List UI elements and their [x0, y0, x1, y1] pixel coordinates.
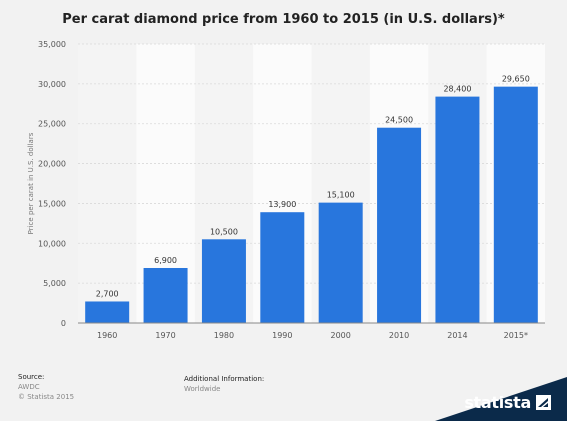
additional-info-label: Additional Information: [184, 375, 265, 383]
bar [435, 96, 480, 324]
bar [85, 301, 130, 323]
bar [318, 202, 363, 323]
data-label: 15,100 [327, 191, 355, 200]
chart-title: Per carat diamond price from 1960 to 201… [62, 12, 505, 27]
y-tick-label: 25,000 [38, 120, 66, 129]
source-label: Source: [18, 373, 45, 381]
x-tick-label: 2000 [331, 331, 351, 340]
additional-info-value: Worldwide [184, 385, 221, 393]
x-tick-label: 1960 [97, 331, 117, 340]
x-tick-label: 1990 [272, 331, 292, 340]
brand-name: statista [464, 393, 531, 412]
additional-info-block: Additional Information: Worldwide [184, 374, 264, 394]
brand-background [435, 377, 567, 421]
y-tick-label: 5,000 [43, 279, 66, 288]
y-axis-label: Price per carat in U.S. dollars [27, 132, 35, 234]
data-label: 29,650 [502, 75, 530, 84]
source-block: Source: AWDC © Statista 2015 [18, 372, 74, 402]
data-label: 6,900 [154, 256, 177, 265]
x-tick-label: 1980 [214, 331, 234, 340]
y-tick-label: 10,000 [38, 239, 66, 248]
bar [260, 212, 305, 323]
source-value: AWDC [18, 383, 40, 391]
x-tick-label: 2010 [389, 331, 409, 340]
statista-brand[interactable]: statista [387, 377, 567, 421]
y-tick-label: 0 [61, 319, 66, 328]
data-label: 10,500 [210, 227, 238, 236]
bar [143, 267, 188, 323]
data-label: 28,400 [443, 85, 471, 94]
data-label: 13,900 [268, 200, 296, 209]
x-tick-label: 1970 [155, 331, 175, 340]
y-tick-label: 20,000 [38, 160, 66, 169]
bar [377, 127, 422, 323]
y-tick-label: 15,000 [38, 199, 66, 208]
y-tick-label: 35,000 [38, 40, 66, 49]
bar [493, 86, 538, 323]
copyright-text[interactable]: © Statista 2015 [18, 393, 75, 401]
bar [201, 239, 246, 323]
data-label: 24,500 [385, 116, 413, 125]
data-label: 2,700 [96, 289, 119, 298]
x-tick-label: 2014 [447, 331, 467, 340]
x-tick-label: 2015* [504, 331, 528, 340]
statista-logo-icon [536, 395, 551, 410]
y-tick-label: 30,000 [38, 80, 66, 89]
